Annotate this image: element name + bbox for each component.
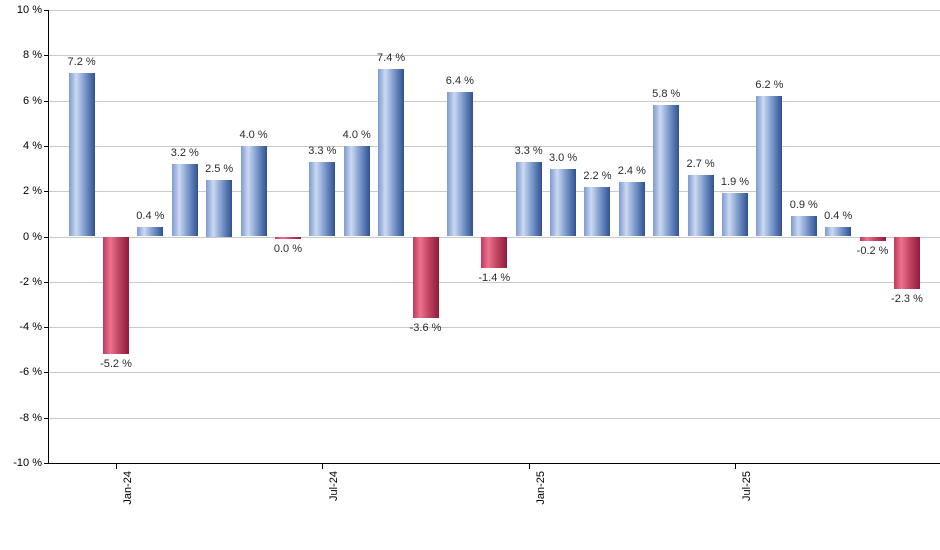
bar-value-label: -1.4 % [478,272,511,285]
bar-value-label: -2.3 % [891,292,923,305]
bar[interactable] [102,236,129,355]
bar-value-label: -3.6 % [409,322,442,335]
gridline [48,55,940,57]
bar[interactable] [68,73,95,237]
y-axis-label: -6 % [19,366,42,379]
bar-value-label: 3.3 % [308,144,337,157]
bar-value-label: 7.2 % [67,56,96,69]
bar-value-label: 0.4 % [136,210,165,223]
y-axis-label: 0 % [23,230,42,243]
y-axis-label: -10 % [13,457,42,469]
bar-value-label: 3.2 % [170,147,199,160]
bar[interactable] [412,236,439,319]
bar-value-label: 6.2 % [755,79,784,92]
bar-value-label: -0.2 % [856,245,889,258]
bar-value-label: 0.0 % [273,242,303,255]
bar-value-label: 0.9 % [789,199,818,212]
bar-value-label: 0.4 % [824,210,853,223]
bar[interactable] [481,236,508,269]
gridline [48,145,940,147]
bar[interactable] [550,168,577,237]
bar-value-label: 5.8 % [652,88,681,101]
y-axis-tick [44,55,48,57]
y-axis-label: 2 % [23,185,42,198]
bar-value-label: 4.0 % [342,128,371,141]
bar-value-label: 2.2 % [583,169,612,182]
bar-value-label: 6.4 % [445,74,474,87]
y-axis-label: 8 % [23,49,42,62]
bar[interactable] [378,68,405,237]
bar-value-label: -5.2 % [100,358,132,371]
bar-value-label: 4.0 % [239,128,268,141]
y-axis-label: 10 % [16,4,42,16]
gridline [48,327,940,329]
bar-value-label: 2.7 % [686,158,715,171]
bar[interactable] [240,145,267,237]
bar[interactable] [687,175,714,237]
bar[interactable] [343,145,370,237]
bar[interactable] [790,216,817,237]
gridline [48,372,940,374]
x-axis-tick [322,464,324,469]
bar[interactable] [756,96,783,237]
x-axis-line [48,463,940,464]
x-axis-label: Jul-25 [741,471,753,501]
bar[interactable] [618,182,645,237]
y-axis-tick [44,10,48,11]
x-axis-tick [115,464,117,469]
x-axis-label: Jan-25 [534,471,547,505]
y-axis-tick [44,236,48,238]
y-axis-label: -4 % [19,321,42,334]
bar-value-label: 3.0 % [548,151,578,164]
gridline [48,10,940,11]
y-axis-line [48,10,49,463]
bar-value-label: 1.9 % [720,176,750,189]
bar[interactable] [722,193,748,237]
y-axis-tick [44,100,48,102]
bar[interactable] [515,161,542,237]
bar[interactable] [137,227,164,237]
y-axis-tick [44,417,48,419]
y-axis-tick [44,372,48,374]
x-axis-tick [528,464,530,469]
gridline [48,100,940,102]
bar[interactable] [859,236,886,242]
bar-value-label: 7.4 % [377,51,406,64]
bar-value-label: 3.3 % [514,144,543,157]
gridline [48,191,940,193]
y-axis-tick [44,145,48,147]
bar[interactable] [309,161,336,237]
y-axis-tick [44,327,48,329]
x-axis-tick [735,464,736,469]
gridline [48,417,940,419]
x-axis-label: Jul-24 [328,471,341,501]
x-axis-label: Jan-24 [121,471,134,505]
bar[interactable] [446,91,473,237]
bar[interactable] [653,105,680,237]
y-axis-label: 4 % [23,139,42,152]
y-axis-tick [44,191,48,193]
bar[interactable] [171,164,198,237]
y-axis-label: -2 % [19,275,42,288]
gridline [48,281,940,283]
bar-value-label: 2.4 % [617,165,646,178]
bar[interactable] [825,227,852,237]
bar[interactable] [893,236,920,289]
y-axis-label: 6 % [23,94,42,107]
bar[interactable] [206,179,233,237]
bar-value-label: 2.5 % [205,162,234,175]
y-axis-tick [44,281,48,283]
bar[interactable] [274,236,301,239]
y-axis-label: -8 % [19,411,42,424]
bar[interactable] [584,186,611,237]
y-axis-tick [44,463,48,464]
